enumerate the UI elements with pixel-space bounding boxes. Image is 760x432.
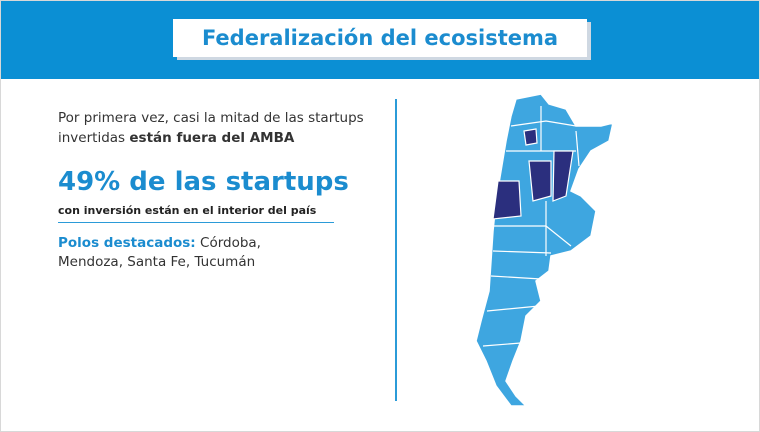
intro-line: invertidas están fuera del AMBA [58, 130, 294, 146]
subline: con inversión están en el interior del p… [58, 204, 317, 217]
intro-bold: están fuera del AMBA [129, 130, 295, 146]
title: Federalización del ecosistema [173, 19, 587, 57]
headline: 49% de las startups [58, 167, 349, 197]
divider [395, 99, 397, 401]
rule [58, 222, 334, 223]
intro-line: Por primera vez, casi la mitad de las st… [58, 110, 364, 126]
polos-text: Córdoba, [200, 235, 261, 251]
country [475, 93, 614, 407]
polos-label: Polos destacados: [58, 235, 196, 251]
intro-text: invertidas [58, 130, 126, 146]
highlighted-provinces [492, 128, 574, 220]
polos-line: Polos destacados: Córdoba, [58, 235, 261, 251]
polos-line: Mendoza, Santa Fe, Tucumán [58, 254, 256, 270]
